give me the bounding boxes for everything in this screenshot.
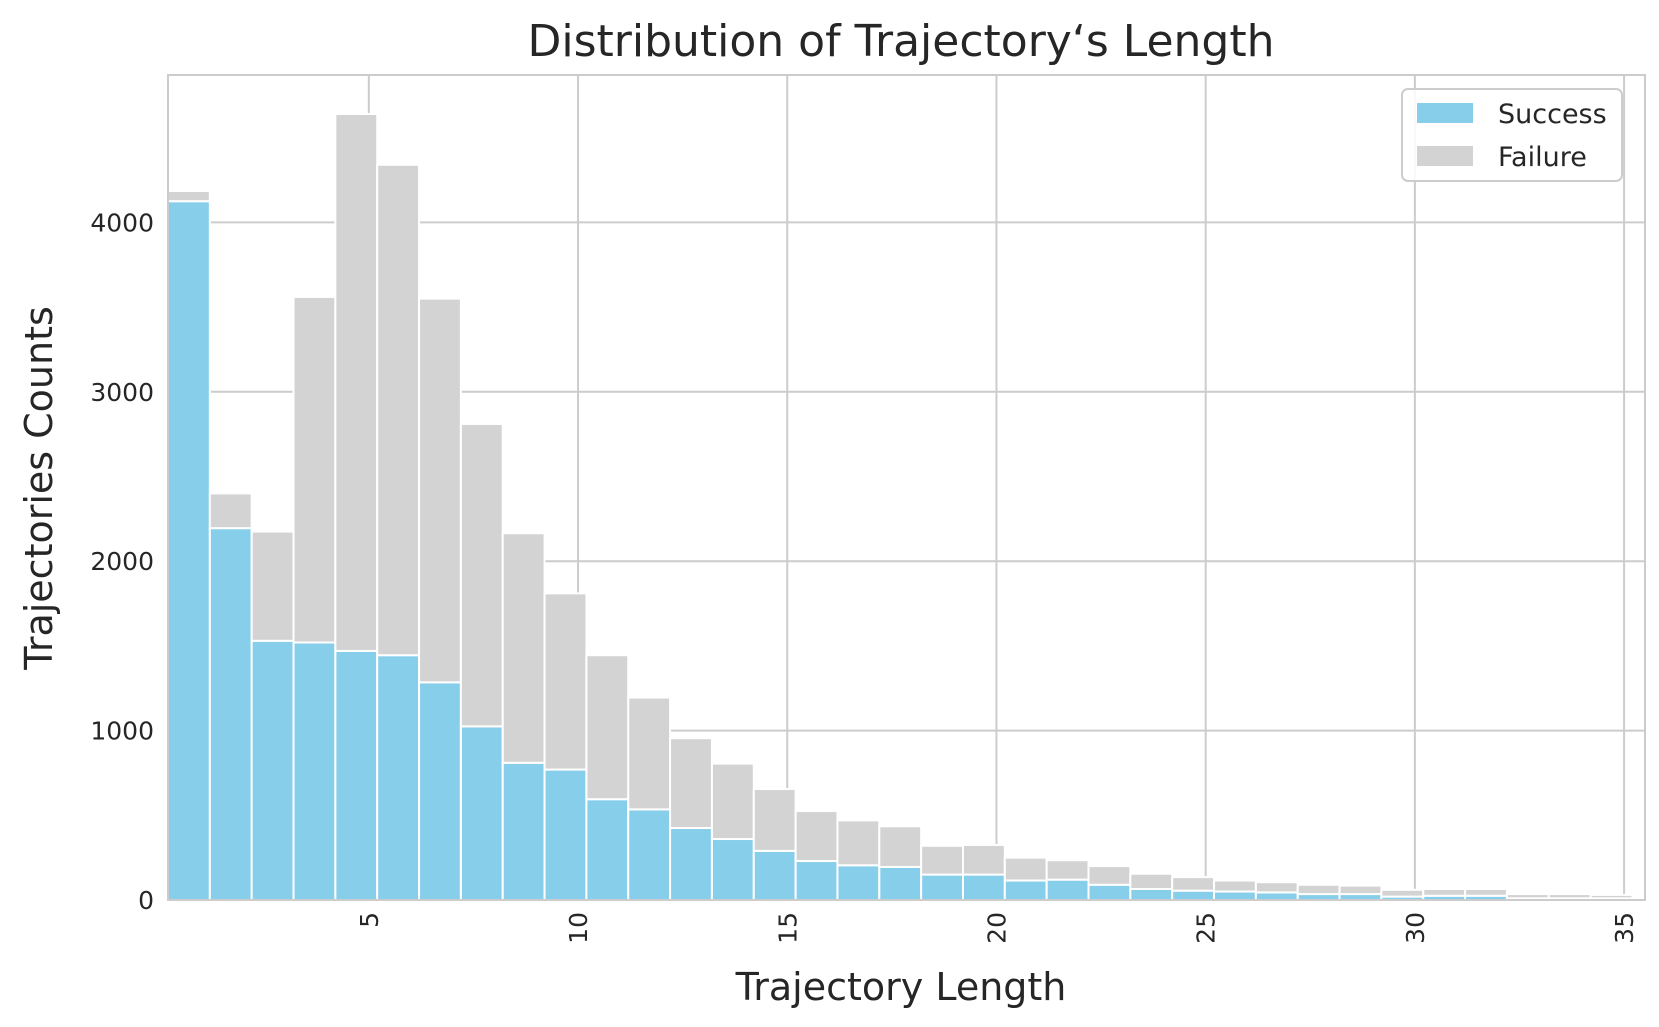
bar-success [920,873,964,901]
bar-failure [1171,876,1216,892]
bar-success [627,808,672,902]
y-tick-label: 2000 [90,547,154,576]
bar-success [250,639,295,901]
bar-failure [334,112,379,652]
x-tick-label: 15 [773,912,802,944]
x-tick-label: 10 [564,912,593,944]
bar-success [1171,889,1216,901]
bar-failure [167,190,211,203]
chart-title: Distribution of Trajectory‘s Length [528,16,1275,67]
bar-success [1129,887,1174,902]
bar-failure [1254,881,1299,894]
bar-failure [961,843,1006,876]
x-tick-label: 5 [355,912,384,928]
bar-failure [585,654,630,801]
bar-failure [250,530,295,642]
bar-success [1254,891,1299,901]
y-axis-label: Trajectories Counts [17,306,61,671]
bar-success [669,827,713,901]
bar-success [208,527,253,902]
bar-success [752,849,797,901]
bar-failure [669,737,713,830]
legend-swatch-failure [1417,146,1473,166]
bar-failure [208,492,253,530]
y-tick-label: 1000 [90,717,154,746]
bar-failure [501,532,546,764]
bar-failure [1589,893,1634,900]
bar-failure [1380,888,1425,898]
bar-failure [1087,865,1132,886]
bar-failure [710,762,755,841]
bar-failure [878,825,923,868]
x-tick-label: 35 [1610,912,1639,944]
bar-failure [459,422,504,728]
bar-failure [920,844,964,876]
bar-success [334,649,379,901]
bar-failure [794,810,839,863]
bar-failure [1296,883,1341,896]
bars-layer [167,112,1634,902]
bar-success [961,873,1006,901]
bar-success [167,200,211,901]
bar-success [836,864,881,902]
bar-failure [292,295,337,644]
bar-success [585,798,630,901]
bar-success [1045,878,1090,901]
x-tick-label: 25 [1192,912,1221,944]
x-tick-label: 30 [1401,912,1430,944]
bar-failure [1003,856,1048,882]
bar-success [1213,890,1257,902]
bar-success [501,761,546,902]
bar-success [459,725,504,901]
legend-label-success: Success [1498,99,1607,130]
legend-swatch-success [1417,103,1473,123]
ticks-layer: 0 1000 2000 3000 4000 5 10 15 20 25 30 35 [90,208,1639,943]
plot-frame [167,74,1646,901]
y-tick-label: 0 [138,886,154,915]
y-tick-label: 3000 [90,378,154,407]
x-tick-label: 20 [982,912,1011,944]
y-tick-label: 4000 [90,208,154,237]
bar-failure [376,163,421,657]
bar-failure [627,696,672,811]
legend-label-failure: Failure [1498,142,1587,173]
bar-success [1003,879,1048,902]
legend: Success Failure [1401,88,1623,182]
bar-success [376,654,421,901]
bar-failure [1505,893,1550,900]
bar-success [794,860,839,902]
bar-failure [836,819,881,867]
bar-failure [1464,887,1508,897]
bar-failure [1129,872,1174,890]
x-axis-label: Trajectory Length [735,965,1067,1009]
bar-failure [752,788,797,852]
bar-failure [1045,859,1090,881]
bar-success [292,641,337,901]
bar-failure [418,297,462,684]
bar-success [418,681,462,901]
bar-failure [1213,879,1257,893]
bar-success [543,768,588,902]
bar-failure [1338,884,1383,896]
bar-success [710,838,755,901]
bar-success [878,865,923,902]
bar-success [1087,883,1132,902]
bar-failure [1547,893,1592,900]
bar-failure [543,592,588,771]
bar-failure [1422,887,1467,897]
